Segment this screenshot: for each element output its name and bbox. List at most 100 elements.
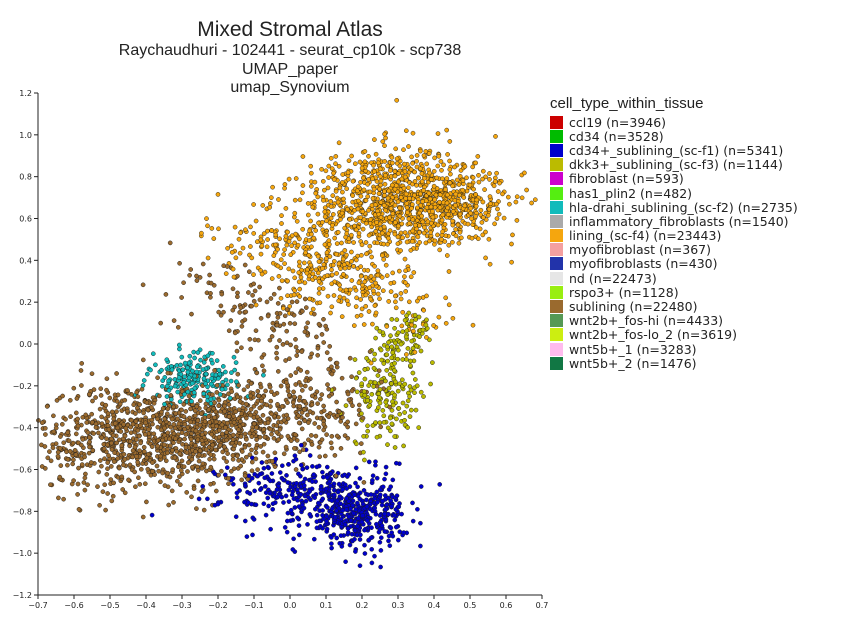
data-point bbox=[307, 453, 313, 458]
data-point bbox=[410, 518, 416, 524]
data-point bbox=[435, 232, 440, 238]
data-point bbox=[172, 383, 178, 389]
data-point bbox=[122, 490, 128, 496]
data-point bbox=[121, 422, 126, 427]
data-point bbox=[324, 514, 330, 519]
legend-item[interactable]: has1_plin2 (n=482) bbox=[550, 186, 798, 201]
data-point bbox=[177, 474, 182, 479]
data-point bbox=[277, 311, 283, 316]
data-point bbox=[63, 416, 68, 422]
legend-item[interactable]: fibroblast (n=593) bbox=[550, 171, 798, 186]
data-point bbox=[130, 448, 136, 453]
legend-item[interactable]: cd34 (n=3528) bbox=[550, 129, 798, 144]
data-point bbox=[401, 161, 407, 167]
data-point bbox=[292, 505, 298, 510]
data-point bbox=[375, 373, 381, 378]
data-point bbox=[325, 293, 331, 299]
data-point bbox=[161, 447, 167, 453]
data-point bbox=[408, 274, 414, 280]
data-point bbox=[215, 376, 221, 381]
legend-swatch bbox=[550, 143, 563, 157]
data-point bbox=[252, 337, 258, 343]
legend-item[interactable]: myofibroblast (n=367) bbox=[550, 242, 798, 257]
data-point bbox=[316, 259, 322, 264]
data-point bbox=[403, 268, 408, 274]
data-point bbox=[366, 309, 372, 314]
data-point bbox=[355, 184, 361, 189]
data-point bbox=[334, 360, 340, 366]
data-point bbox=[300, 190, 305, 196]
data-point bbox=[307, 238, 312, 243]
legend-item[interactable]: wnt2b+_fos-hi (n=4433) bbox=[550, 313, 798, 328]
data-point bbox=[243, 454, 249, 460]
data-point bbox=[426, 151, 432, 156]
data-point bbox=[265, 464, 271, 470]
data-point bbox=[422, 225, 427, 230]
data-point bbox=[331, 170, 336, 176]
legend-item[interactable]: wnt2b+_fos-lo_2 (n=3619) bbox=[550, 327, 798, 342]
legend-item[interactable]: rspo3+ (n=1128) bbox=[550, 285, 798, 300]
legend-item[interactable]: inflammatory_fibroblasts (n=1540) bbox=[550, 214, 798, 229]
data-point bbox=[461, 195, 467, 200]
legend-item[interactable]: sublining (n=22480) bbox=[550, 299, 798, 314]
data-point bbox=[417, 166, 423, 172]
data-point bbox=[108, 464, 114, 469]
data-point bbox=[298, 368, 304, 373]
data-point bbox=[200, 261, 206, 267]
legend-item[interactable]: myofibroblasts (n=430) bbox=[550, 256, 798, 271]
data-point bbox=[377, 526, 383, 532]
data-point bbox=[127, 438, 133, 444]
data-point bbox=[369, 391, 375, 397]
data-point bbox=[373, 420, 378, 425]
data-point bbox=[79, 383, 84, 388]
data-point bbox=[223, 271, 229, 276]
data-point bbox=[314, 334, 319, 340]
data-point bbox=[293, 467, 299, 472]
legend-item[interactable]: cd34+_sublining_(sc-f1) (n=5341) bbox=[550, 143, 798, 158]
data-point bbox=[65, 457, 71, 462]
data-point bbox=[478, 212, 483, 218]
legend-item[interactable]: wnt5b+_2 (n=1476) bbox=[550, 356, 798, 371]
data-point bbox=[375, 291, 381, 297]
data-point bbox=[242, 431, 248, 437]
data-point bbox=[362, 367, 368, 372]
data-point bbox=[334, 535, 340, 541]
legend-item[interactable]: dkk3+_sublining_(sc-f3) (n=1144) bbox=[550, 157, 798, 172]
data-point bbox=[296, 270, 302, 275]
data-point bbox=[412, 312, 418, 318]
data-point bbox=[199, 230, 204, 236]
legend-item[interactable]: wnt5b+_1 (n=3283) bbox=[550, 342, 798, 357]
data-point bbox=[341, 271, 346, 277]
data-point bbox=[418, 348, 424, 354]
data-point bbox=[404, 403, 410, 409]
data-point bbox=[328, 310, 333, 316]
data-point bbox=[302, 398, 307, 404]
data-point bbox=[305, 412, 310, 418]
data-point bbox=[150, 460, 155, 465]
data-point bbox=[373, 459, 378, 465]
data-point bbox=[342, 225, 348, 231]
data-point bbox=[455, 222, 461, 228]
data-point bbox=[87, 439, 92, 445]
data-point bbox=[323, 168, 329, 174]
data-point bbox=[293, 370, 299, 375]
data-point bbox=[71, 457, 76, 463]
legend-item[interactable]: nd (n=22473) bbox=[550, 271, 798, 286]
data-point bbox=[238, 305, 244, 311]
data-point bbox=[168, 443, 173, 449]
data-point bbox=[333, 154, 339, 159]
legend-item[interactable]: ccl19 (n=3946) bbox=[550, 115, 798, 130]
y-tick-label: 0.8 bbox=[19, 173, 32, 182]
data-point bbox=[359, 381, 365, 387]
data-point bbox=[58, 434, 63, 439]
data-point bbox=[371, 357, 377, 363]
data-point bbox=[218, 312, 224, 318]
data-point bbox=[385, 195, 391, 201]
data-point bbox=[146, 427, 151, 432]
legend-item[interactable]: lining_(sc-f4) (n=23443) bbox=[550, 228, 798, 243]
data-point bbox=[378, 564, 383, 570]
data-point bbox=[320, 508, 325, 513]
data-point bbox=[133, 411, 138, 416]
legend-item[interactable]: hla-drahi_sublining_(sc-f2) (n=2735) bbox=[550, 200, 798, 215]
